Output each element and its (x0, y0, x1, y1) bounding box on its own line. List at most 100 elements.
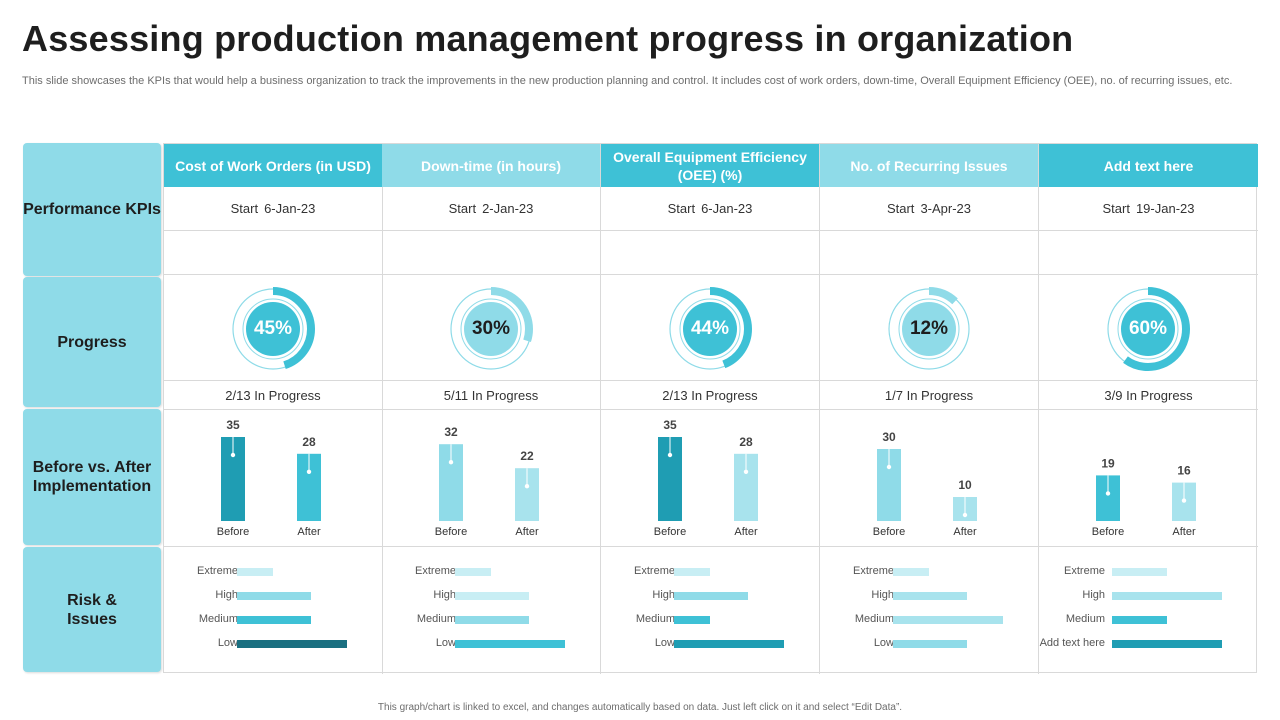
bar-value-label: 16 (1177, 464, 1191, 478)
before-after-chart: 19 Before 16 After (1039, 410, 1258, 547)
bar-category-label: After (1172, 526, 1196, 538)
page-title: Assessing production management progress… (22, 18, 1074, 59)
donut-inner-ring (898, 298, 960, 360)
risk-level-label: Extreme (415, 565, 456, 577)
risk-bar (1112, 592, 1222, 600)
risk-bar (237, 616, 311, 624)
bar-marker-dot (667, 452, 673, 458)
bar-value-label: 32 (444, 425, 458, 439)
progress-cell: 44% (601, 275, 819, 381)
donut-inner-ring (460, 298, 522, 360)
bar-value-label: 30 (882, 430, 896, 444)
progress-cell: 12% (820, 275, 1038, 381)
in-progress-text: 2/13 In Progress (601, 381, 819, 410)
bar-value-label: 28 (739, 435, 753, 449)
risk-level-label: Medium (416, 613, 456, 625)
bar-category-label: After (953, 526, 977, 538)
risk-bar (1112, 640, 1222, 648)
risk-level-label: High (215, 589, 238, 601)
footer-note: This graph/chart is linked to excel, and… (377, 702, 903, 713)
kpi-column: Cost of Work Orders (in USD) Start 6-Jan-2… (164, 144, 383, 674)
start-date-cell: Start 6-Jan-23 (601, 187, 819, 231)
in-progress-text: 3/9 In Progress (1039, 381, 1258, 410)
bar-marker-dot (524, 484, 530, 489)
risk-level-label: Medium (198, 613, 238, 625)
in-progress-text: 2/13 In Progress (164, 381, 382, 410)
start-date-cell: Start 3-Apr-23 (820, 187, 1038, 231)
start-label: Start (230, 201, 259, 216)
before-after-chart: 35 Before 28 After (164, 410, 382, 547)
column-header: No. of Recurring Issues (820, 144, 1038, 187)
start-date-cell: Start 2-Jan-23 (382, 187, 600, 231)
risk-bar (674, 616, 711, 624)
in-progress-text: 5/11 In Progress (382, 381, 600, 410)
donut-center (246, 302, 300, 356)
risk-bar (1112, 616, 1167, 624)
progress-donut (231, 287, 315, 371)
risk-level-label: Low (435, 637, 456, 649)
risk-level-label: Medium (635, 613, 675, 625)
blank-cell (820, 231, 1038, 275)
start-label: Start (1102, 201, 1130, 216)
bar-value-label: 22 (520, 449, 534, 463)
donut-progress-arc (887, 287, 971, 371)
column-header: Overall Equipment Efficiency (OEE) (%) (601, 144, 819, 187)
bar-marker-dot (743, 469, 749, 474)
donut-center (902, 302, 956, 356)
risk-level-label: Extreme (853, 565, 894, 577)
risk-level-label: Extreme (197, 565, 238, 577)
progress-donut (1106, 287, 1190, 371)
blank-cell (164, 231, 382, 275)
page-subtitle: This slide showcases the KPIs that would… (22, 75, 1233, 87)
risk-bar (674, 592, 748, 600)
bar-category-label: After (515, 526, 539, 538)
progress-donut (668, 287, 752, 371)
start-date: 3-Apr-23 (920, 201, 972, 216)
bar-category-label: After (297, 526, 321, 538)
risk-bar (674, 568, 711, 576)
bar-value-label: 28 (302, 435, 316, 449)
in-progress-text: 1/7 In Progress (820, 381, 1038, 410)
risk-bar (237, 640, 347, 648)
progress-percent: 30% (471, 318, 511, 339)
column-header: Down-time (in hours) (382, 144, 600, 187)
before-after-svg: 35 Before 28 After (217, 418, 321, 538)
row-label-risk: Risk & Issues (23, 547, 161, 672)
start-date-cell: Start 19-Jan-23 (1039, 187, 1258, 231)
risk-level-label: Extreme (634, 565, 675, 577)
progress-donut (449, 287, 533, 371)
risk-level-label: High (1082, 589, 1105, 601)
kpi-grid: Cost of Work Orders (in USD) Start 6-Jan-2… (163, 143, 1258, 674)
bar-value-label: 19 (1101, 456, 1115, 470)
progress-percent: 12% (909, 318, 949, 339)
donut-inner-ring (242, 298, 304, 360)
row-label-kpis: Performance KPIs (23, 143, 161, 276)
risk-issues-cell: Extreme High Medium Add text here (1039, 547, 1258, 674)
risk-bar (1112, 568, 1167, 576)
bar-marker-dot (306, 469, 312, 474)
before-after-svg: 35 Before 28 After (654, 418, 758, 538)
bar-category-label: After (734, 526, 758, 538)
risk-bar (893, 640, 967, 648)
progress-percent: 44% (690, 318, 730, 339)
start-label: Start (667, 201, 696, 216)
before-after-chart: 30 Before 10 After (820, 410, 1038, 547)
risk-level-label: Extreme (1064, 565, 1105, 577)
risk-issues-cell: Extreme High Medium Low (820, 547, 1038, 674)
bar-value-label: 35 (226, 418, 240, 432)
kpi-column: Overall Equipment Efficiency (OEE) (%) St… (601, 144, 820, 674)
risk-bar (893, 568, 930, 576)
risk-level-label: High (871, 589, 894, 601)
kpi-column: Add text here Start 19-Jan-23 60% 3/9 In Pro… (1039, 144, 1258, 674)
bar-marker-dot (886, 464, 892, 470)
risk-bar (455, 640, 565, 648)
start-label: Start (886, 201, 915, 216)
risk-level-label: Add text here (1039, 637, 1105, 649)
column-header: Add text here (1039, 144, 1258, 187)
progress-donut (887, 287, 971, 371)
risk-level-label: Medium (854, 613, 894, 625)
bar-category-label: Before (654, 526, 686, 538)
risk-level-label: Medium (1065, 613, 1105, 625)
before-after-svg: 30 Before 10 After (873, 430, 977, 538)
donut-inner-ring (679, 298, 741, 360)
